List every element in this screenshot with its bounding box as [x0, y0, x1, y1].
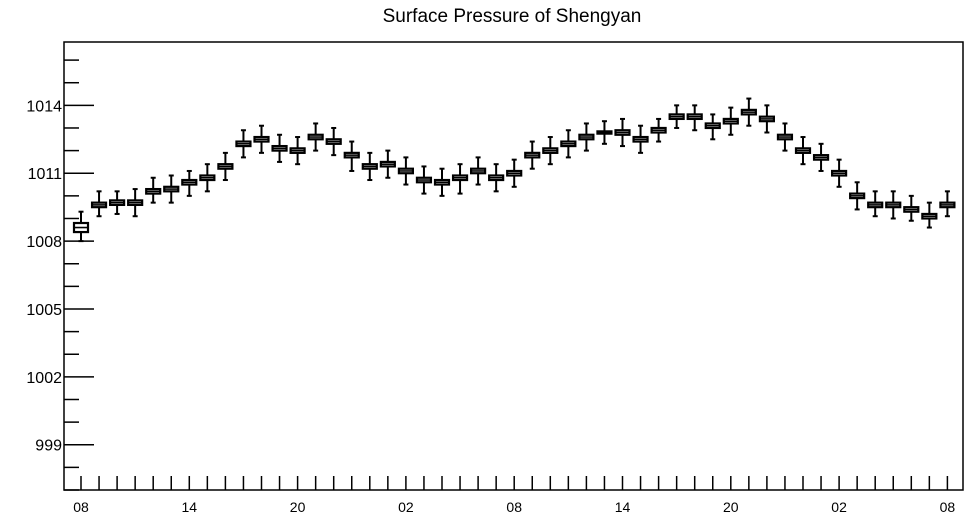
box-20: [433, 167, 451, 197]
box-6: [181, 169, 198, 197]
x-tick-label: 02: [831, 499, 847, 515]
box-38: [758, 104, 776, 134]
box-32: [650, 117, 667, 143]
box-22: [470, 156, 487, 186]
box-45: [885, 190, 902, 220]
box-25: [524, 140, 541, 170]
box-27: [560, 129, 577, 159]
box-1: [90, 190, 108, 218]
box-15: [343, 140, 360, 172]
box-2: [108, 190, 126, 215]
y-tick-label: 1011: [28, 166, 63, 183]
box-40: [794, 136, 812, 166]
box-7: [199, 163, 216, 193]
x-tick-label: 20: [290, 499, 306, 515]
box-16: [361, 151, 378, 182]
box-4: [145, 176, 162, 204]
box-39: [776, 122, 794, 152]
box-30: [614, 117, 631, 148]
box-28: [578, 122, 595, 152]
box-46: [903, 194, 920, 222]
box-10: [253, 124, 270, 154]
box-12: [289, 136, 306, 166]
box-24: [506, 158, 523, 188]
box-31: [632, 124, 649, 154]
box-5: [163, 174, 180, 204]
box-34: [686, 104, 703, 132]
y-tick-label: 1002: [26, 370, 62, 387]
y-axis: 999 1002 1005 1008 1011 1014: [26, 59, 94, 491]
x-tick-label: 20: [723, 499, 739, 515]
x-tick-label: 14: [182, 499, 198, 515]
y-tick-label: 1008: [26, 234, 62, 251]
x-tick-label: 08: [73, 499, 89, 515]
box-21: [451, 163, 469, 195]
box-3: [127, 188, 144, 218]
box-17: [379, 149, 396, 179]
box-48: [939, 190, 956, 218]
box-29: [596, 120, 613, 145]
box-36: [722, 106, 739, 136]
box-44: [867, 190, 884, 218]
x-axis: 08 14 20 02 08 14 20 02 08: [73, 476, 955, 515]
x-tick-label: 14: [615, 499, 631, 515]
box-14: [325, 126, 342, 157]
box-0: [72, 210, 90, 243]
y-tick-label: 1005: [26, 302, 62, 319]
x-tick-label: 08: [506, 499, 522, 515]
box-11: [271, 133, 288, 163]
box-37: [740, 97, 757, 127]
box-47: [921, 201, 938, 229]
box-18: [397, 156, 414, 186]
box-43: [849, 181, 866, 211]
box-42: [830, 158, 848, 188]
chart-title: Surface Pressure of Shengyan: [383, 6, 642, 27]
x-tick-label: 08: [940, 499, 956, 515]
x-tick-label: 02: [398, 499, 414, 515]
box-41: [812, 142, 830, 172]
y-tick-label: 1014: [26, 98, 62, 115]
box-series: [72, 97, 956, 243]
box-13: [307, 122, 324, 152]
box-26: [542, 136, 559, 166]
y-tick-label: 999: [35, 438, 62, 455]
box-35: [704, 113, 721, 141]
box-23: [488, 163, 505, 193]
box-9: [235, 129, 252, 159]
box-8: [217, 151, 234, 182]
box-33: [668, 104, 685, 129]
box-19: [415, 165, 433, 195]
plot-frame: [63, 41, 964, 491]
